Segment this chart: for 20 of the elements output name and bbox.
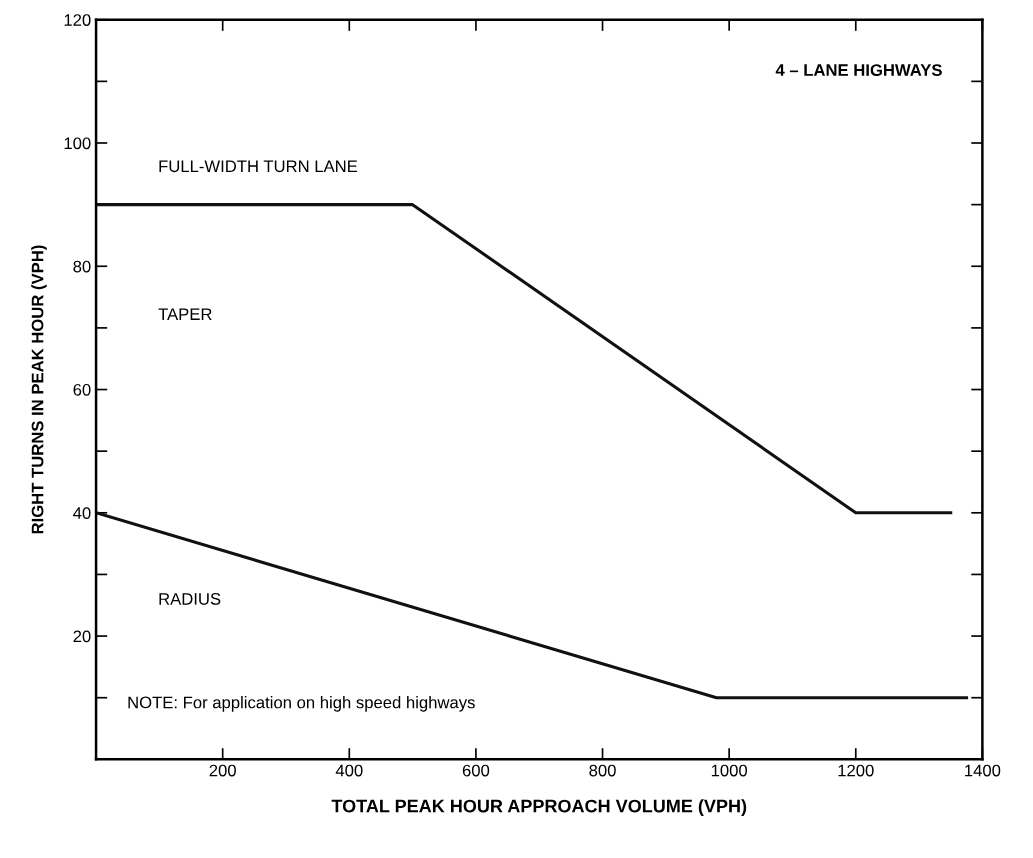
- annotation: NOTE: For application on high speed highways: [128, 696, 475, 712]
- y-tick-label: 120: [64, 14, 91, 26]
- x-tick-label: 600: [462, 764, 490, 777]
- y-tick-label: 60: [73, 383, 91, 396]
- y-axis-title: RIGHT TURNS IN PEAK HOUR (VPH): [31, 245, 47, 534]
- y-tick-label: 20: [73, 630, 91, 643]
- annotation: RADIUS: [159, 592, 221, 605]
- y-tick-label: 80: [73, 260, 91, 273]
- annotation: TAPER: [158, 308, 212, 320]
- x-tick-label: 1200: [838, 764, 874, 777]
- x-tick-label: 800: [589, 764, 616, 777]
- y-tick-label: 100: [64, 137, 91, 150]
- annotation: 4 – LANE HIGHWAYS: [775, 64, 942, 76]
- x-tick-label: 1400: [965, 764, 1001, 777]
- x-tick-label: 400: [335, 764, 363, 777]
- y-tick-label: 40: [73, 507, 91, 519]
- x-tick-label: 1000: [711, 764, 748, 777]
- x-axis-title: TOTAL PEAK HOUR APPROACH VOLUME (VPH): [331, 799, 747, 816]
- x-tick-label: 200: [209, 764, 236, 777]
- annotation: FULL-WIDTH TURN LANE: [159, 160, 358, 173]
